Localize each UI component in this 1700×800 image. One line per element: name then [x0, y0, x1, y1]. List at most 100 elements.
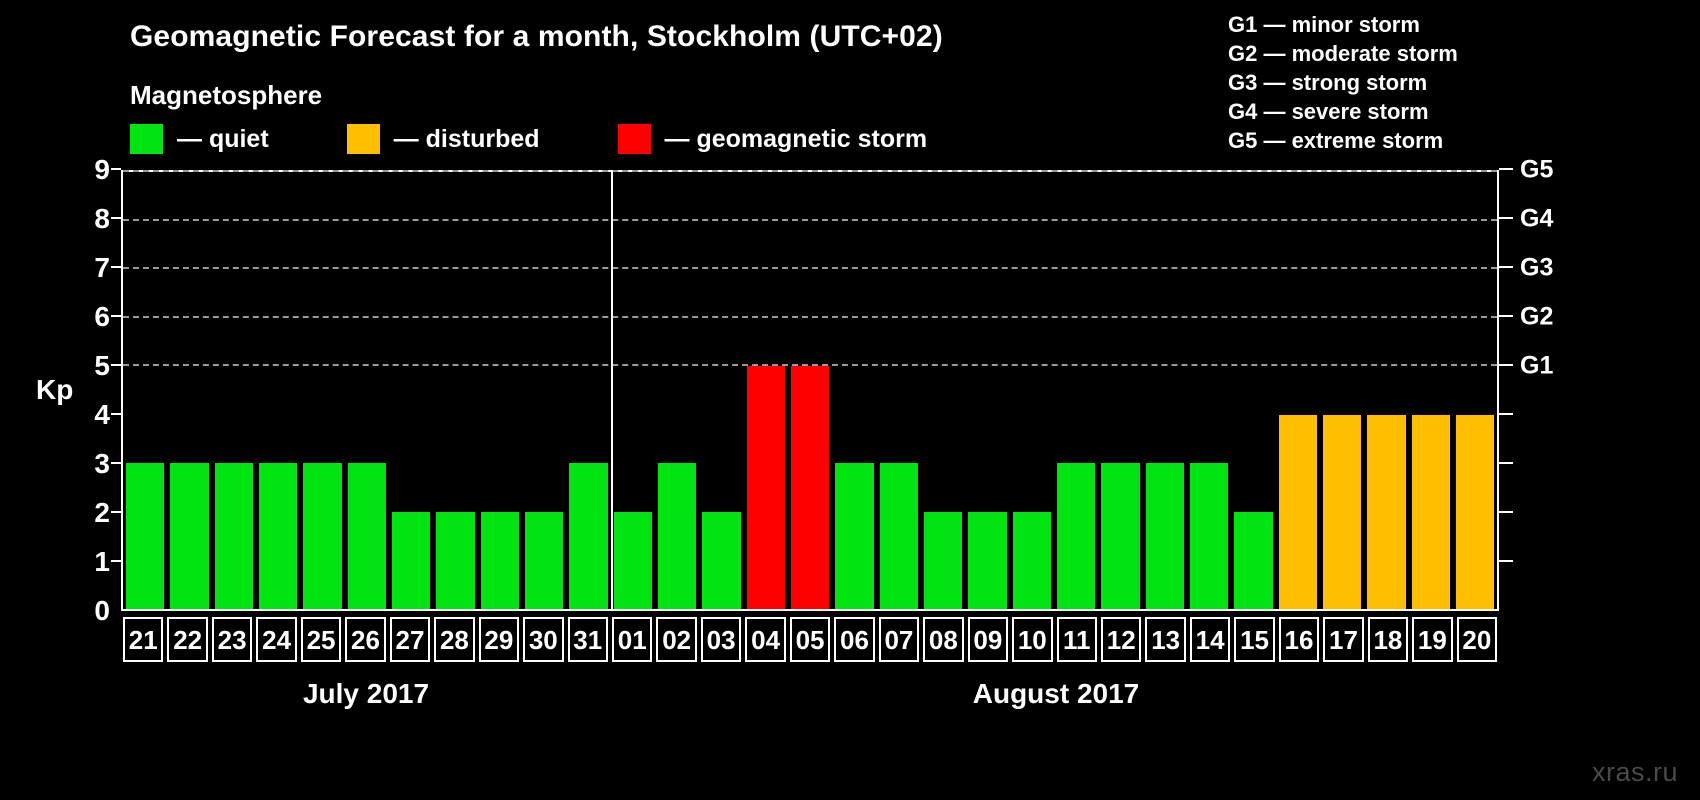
- bar-17[interactable]: [1322, 414, 1362, 609]
- bar-slot[interactable]: [256, 172, 300, 609]
- bar-09[interactable]: [968, 511, 1007, 609]
- bar-31[interactable]: [569, 463, 608, 609]
- bar-slot[interactable]: [877, 172, 921, 609]
- date-cell-07[interactable]: 07: [878, 617, 920, 662]
- bar-06[interactable]: [835, 463, 874, 609]
- date-cell-01[interactable]: 01: [611, 617, 653, 662]
- gscale-key: G1 — minor storm G2 — moderate storm G3 …: [1228, 10, 1458, 155]
- bar-24[interactable]: [258, 463, 298, 609]
- g-tick-mark-5: [1499, 364, 1513, 366]
- bar-05[interactable]: [790, 366, 830, 609]
- bar-slot[interactable]: [1143, 172, 1187, 609]
- date-cell-19[interactable]: 19: [1412, 617, 1453, 662]
- bar-slot[interactable]: [788, 172, 832, 609]
- bar-11[interactable]: [1056, 463, 1096, 609]
- bar-23[interactable]: [214, 463, 253, 609]
- date-cell-10[interactable]: 10: [1012, 617, 1053, 662]
- date-cell-31[interactable]: 31: [567, 617, 608, 662]
- date-cell-04[interactable]: 04: [745, 617, 786, 662]
- date-cell-14[interactable]: 14: [1189, 617, 1231, 662]
- bar-08[interactable]: [923, 511, 963, 609]
- bar-25[interactable]: [303, 463, 342, 609]
- bar-slot[interactable]: [1453, 172, 1497, 609]
- y-tick-mark-3: [111, 462, 121, 465]
- bar-22[interactable]: [170, 463, 209, 609]
- bar-slot[interactable]: [1409, 172, 1453, 609]
- date-cell-06[interactable]: 06: [834, 617, 875, 662]
- bar-slot[interactable]: [655, 172, 699, 609]
- g-tick-label-g2: G2: [1520, 302, 1554, 331]
- bar-03[interactable]: [702, 511, 741, 609]
- bar-slot[interactable]: [1276, 172, 1320, 609]
- date-cell-28[interactable]: 28: [434, 617, 475, 662]
- bar-10[interactable]: [1012, 511, 1051, 609]
- bar-slot[interactable]: [1098, 172, 1142, 609]
- bar-18[interactable]: [1367, 414, 1406, 609]
- bar-slot[interactable]: [832, 172, 876, 609]
- date-cell-15[interactable]: 15: [1234, 617, 1275, 662]
- g-tick-mark-1: [1499, 560, 1513, 562]
- bar-26[interactable]: [347, 463, 386, 609]
- bar-slot[interactable]: [566, 172, 610, 609]
- bar-slot[interactable]: [522, 172, 566, 609]
- bar-29[interactable]: [480, 511, 519, 609]
- bar-30[interactable]: [524, 511, 564, 609]
- bar-slot[interactable]: [389, 172, 433, 609]
- bar-slot[interactable]: [1010, 172, 1054, 609]
- date-cell-23[interactable]: 23: [211, 617, 253, 662]
- date-cell-18[interactable]: 18: [1367, 617, 1409, 662]
- bar-13[interactable]: [1145, 463, 1184, 609]
- date-cell-11[interactable]: 11: [1056, 617, 1097, 662]
- bar-slot[interactable]: [345, 172, 389, 609]
- bar-slot[interactable]: [744, 172, 788, 609]
- bar-20[interactable]: [1455, 414, 1495, 609]
- bar-slot[interactable]: [611, 172, 655, 609]
- bar-slot[interactable]: [921, 172, 965, 609]
- bar-19[interactable]: [1411, 414, 1450, 609]
- date-cell-12[interactable]: 12: [1100, 617, 1142, 662]
- date-cell-22[interactable]: 22: [167, 617, 208, 662]
- bar-28[interactable]: [436, 511, 475, 609]
- bar-slot[interactable]: [167, 172, 211, 609]
- bar-slot[interactable]: [965, 172, 1009, 609]
- date-cell-26[interactable]: 26: [345, 617, 386, 662]
- bar-12[interactable]: [1101, 463, 1140, 609]
- date-cell-03[interactable]: 03: [700, 617, 742, 662]
- bar-21[interactable]: [126, 463, 165, 609]
- date-cell-30[interactable]: 30: [523, 617, 564, 662]
- date-cell-02[interactable]: 02: [656, 617, 697, 662]
- bar-27[interactable]: [391, 511, 431, 609]
- date-cell-05[interactable]: 05: [789, 617, 831, 662]
- bar-slot[interactable]: [1054, 172, 1098, 609]
- bar-01[interactable]: [613, 511, 652, 609]
- bar-slot[interactable]: [212, 172, 256, 609]
- bar-slot[interactable]: [699, 172, 743, 609]
- bar-slot[interactable]: [123, 172, 167, 609]
- bar-14[interactable]: [1189, 463, 1229, 609]
- date-cell-17[interactable]: 17: [1323, 617, 1364, 662]
- date-cell-13[interactable]: 13: [1145, 617, 1186, 662]
- bar-slot[interactable]: [1320, 172, 1364, 609]
- bar-slot[interactable]: [1231, 172, 1275, 609]
- date-cell-16[interactable]: 16: [1278, 617, 1320, 662]
- date-cell-29[interactable]: 29: [478, 617, 520, 662]
- bar-slot[interactable]: [1364, 172, 1408, 609]
- date-cell-20[interactable]: 20: [1456, 617, 1498, 662]
- bar-slot[interactable]: [433, 172, 477, 609]
- bar-slot[interactable]: [1187, 172, 1231, 609]
- date-cell-27[interactable]: 27: [389, 617, 431, 662]
- date-cell-25[interactable]: 25: [300, 617, 342, 662]
- bar-07[interactable]: [879, 463, 918, 609]
- bar-04[interactable]: [746, 366, 785, 609]
- bar-15[interactable]: [1234, 511, 1273, 609]
- date-cell-08[interactable]: 08: [923, 617, 964, 662]
- bar-slot[interactable]: [300, 172, 344, 609]
- bar-16[interactable]: [1278, 414, 1317, 609]
- bar-slot[interactable]: [478, 172, 522, 609]
- bar-02[interactable]: [657, 463, 697, 609]
- g-tick-mark-3: [1499, 462, 1513, 465]
- date-cell-21[interactable]: 21: [123, 617, 164, 662]
- y-tick-mark-1: [111, 560, 121, 562]
- date-cell-09[interactable]: 09: [967, 617, 1009, 662]
- date-cell-24[interactable]: 24: [256, 617, 297, 662]
